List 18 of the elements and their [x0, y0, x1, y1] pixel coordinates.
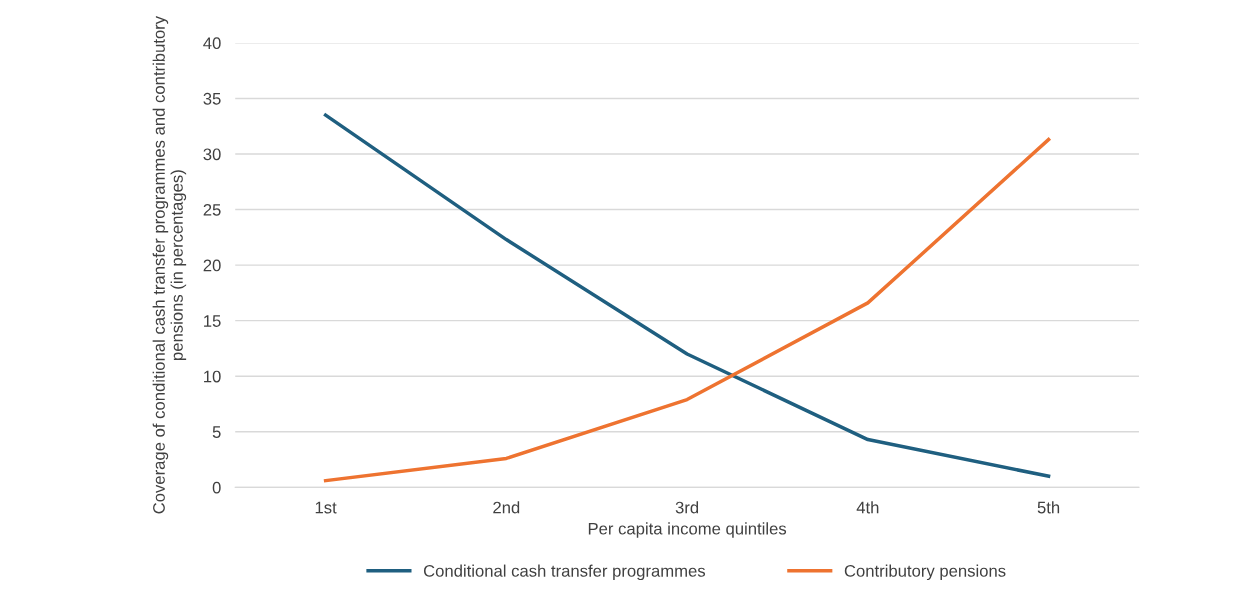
y-tick-label: 40 — [203, 37, 221, 50]
y-tick-label: 35 — [203, 92, 221, 105]
legend-label: Conditional cash transfer programmes — [423, 564, 706, 581]
y-tick-label: 20 — [203, 259, 221, 272]
legend-label: Contributory pensions — [844, 564, 1006, 581]
y-tick-label: 0 — [212, 481, 221, 494]
x-tick-label: 5th — [1037, 501, 1060, 514]
y-axis-title: Coverage of conditional cash transfer programmes and contributory pensions (in percentages) — [152, 15, 187, 514]
y-tick-label: 15 — [204, 315, 221, 327]
x-tick-label: 3rd — [675, 501, 699, 514]
x-tick-label: 1st — [315, 501, 337, 514]
x-tick-label: 2nd — [493, 501, 520, 514]
y-tick-label: 30 — [203, 148, 221, 161]
y-tick-label: 10 — [204, 370, 221, 383]
y-tick-label: 5 — [212, 426, 221, 438]
y-tick-label: 25 — [203, 203, 221, 216]
x-tick-label: 4th — [856, 501, 879, 514]
x-axis-title: Per capita income quintiles — [588, 522, 787, 538]
